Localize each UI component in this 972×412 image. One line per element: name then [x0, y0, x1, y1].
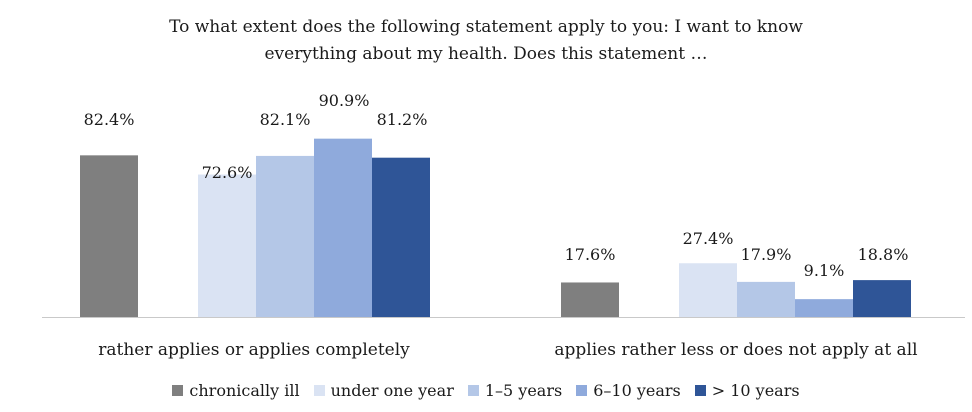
legend-label: > 10 years — [711, 381, 800, 400]
legend-item: 6–10 years — [576, 381, 681, 400]
bar-1-5-years-0 — [256, 155, 314, 317]
legend-swatch — [694, 385, 706, 396]
legend-swatch — [467, 385, 479, 396]
legend-item: chronically ill — [172, 381, 300, 400]
data-label: 72.6% — [202, 163, 253, 182]
data-label: 17.6% — [565, 245, 616, 264]
legend-label: 6–10 years — [593, 381, 681, 400]
data-label: 90.9% — [319, 91, 370, 110]
data-label: 27.4% — [683, 229, 734, 248]
bar-chronically-ill-0 — [80, 155, 138, 317]
legend-swatch — [576, 385, 588, 396]
bar-6-10-years-1 — [795, 299, 853, 317]
bar-under-one-year-1 — [679, 263, 737, 317]
bar-1-5-years-1 — [737, 281, 795, 317]
data-label: 17.9% — [741, 245, 792, 264]
legend: chronically ill under one year 1–5 years 6–… — [0, 381, 972, 400]
bar--10-years-0 — [372, 157, 430, 317]
legend-swatch — [172, 385, 184, 396]
category-label-0: rather applies or applies completely — [98, 340, 410, 360]
data-label: 82.1% — [260, 110, 311, 129]
legend-item: under one year — [313, 381, 454, 400]
legend-item: > 10 years — [694, 381, 800, 400]
data-label: 81.2% — [377, 110, 428, 129]
bar-chronically-ill-1 — [561, 282, 619, 317]
legend-label: under one year — [330, 381, 454, 400]
chart-title: To what extent does the following statem… — [0, 14, 972, 68]
chart-title-line-1: To what extent does the following statem… — [169, 17, 803, 37]
bar-chart: 82.4% 72.6% 82.1% 90.9% 81.2% rather applies … — [42, 91, 965, 360]
bar-6-10-years-0 — [314, 138, 372, 317]
data-label: 18.8% — [858, 245, 909, 264]
legend-label: chronically ill — [189, 381, 300, 400]
category-label-1: applies rather less or does not apply at… — [554, 340, 917, 360]
chart-title-line-2: everything about my health. Does this st… — [264, 44, 708, 64]
bar--10-years-1 — [853, 280, 911, 317]
legend-item: 1–5 years — [467, 381, 563, 400]
bar-under-one-year-0 — [198, 174, 256, 317]
legend-label: 1–5 years — [484, 381, 563, 400]
data-label: 82.4% — [84, 110, 135, 129]
legend-swatch — [313, 385, 325, 396]
data-label: 9.1% — [804, 261, 845, 280]
